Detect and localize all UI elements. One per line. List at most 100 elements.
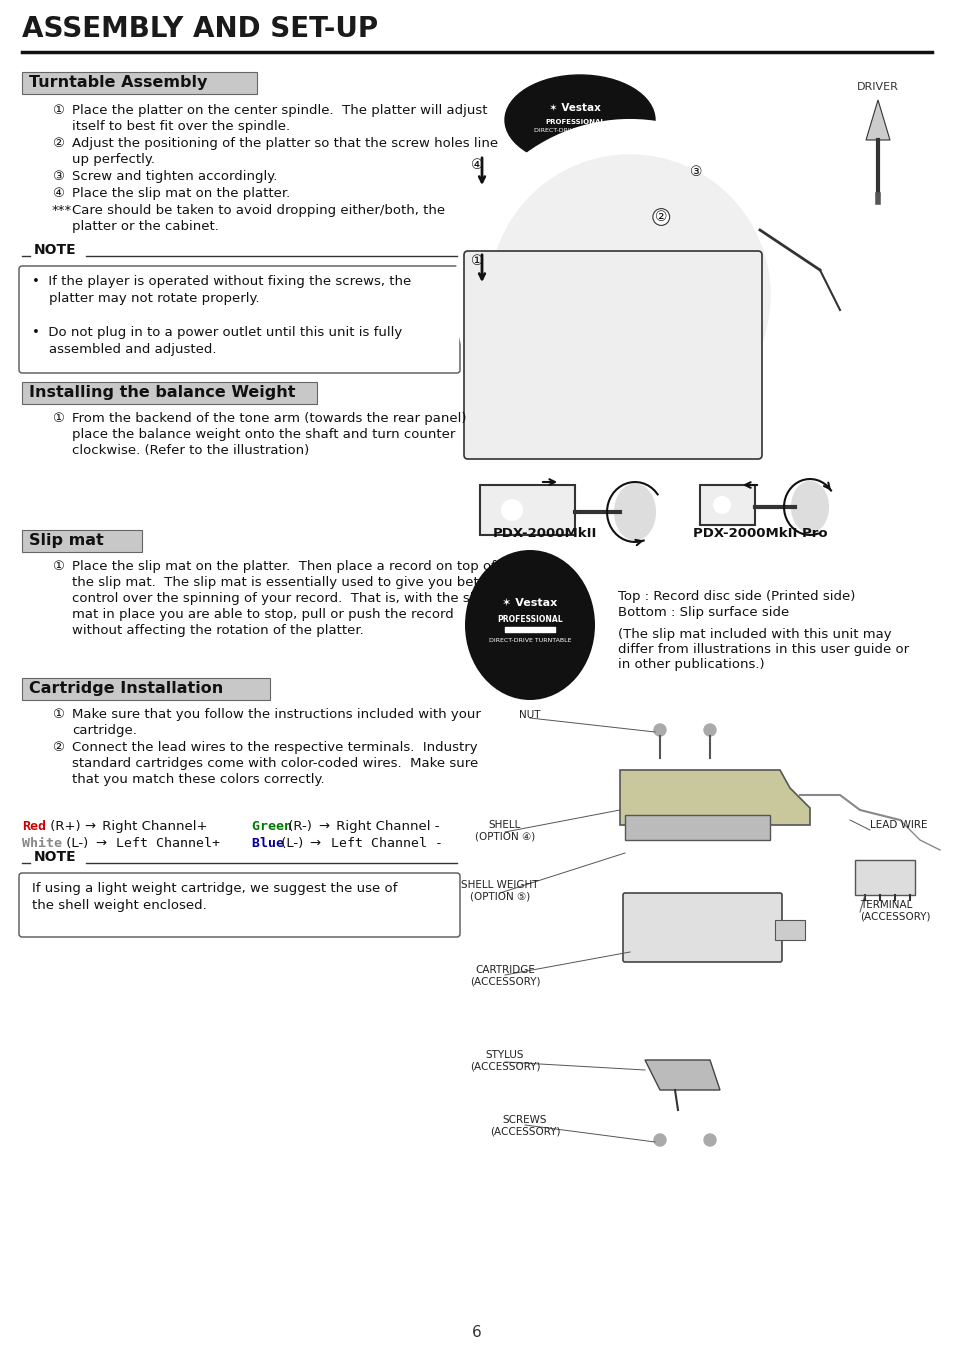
- Text: CARTRIDGE
(ACCESSORY): CARTRIDGE (ACCESSORY): [469, 965, 539, 986]
- Text: Slip mat: Slip mat: [29, 532, 104, 547]
- Text: standard cartridges come with color-coded wires.  Make sure: standard cartridges come with color-code…: [71, 757, 477, 770]
- Circle shape: [455, 120, 804, 470]
- Text: (L-): (L-): [276, 838, 303, 850]
- Ellipse shape: [464, 550, 595, 700]
- Text: ①: ①: [52, 708, 64, 721]
- Text: ②: ②: [52, 740, 64, 754]
- Circle shape: [654, 724, 665, 736]
- Text: 6: 6: [472, 1325, 481, 1340]
- Text: Green: Green: [235, 820, 292, 834]
- Text: →: →: [95, 838, 106, 850]
- Circle shape: [703, 724, 716, 736]
- Text: →: →: [317, 820, 329, 834]
- Text: ①: ①: [52, 412, 64, 426]
- Text: ***: ***: [52, 204, 72, 218]
- Text: (L-): (L-): [62, 838, 89, 850]
- Text: ✶ Vestax: ✶ Vestax: [549, 103, 600, 113]
- Text: SCREWS
(ACCESSORY): SCREWS (ACCESSORY): [489, 1115, 559, 1136]
- Text: ①: ①: [52, 104, 64, 118]
- Text: Connect the lead wires to the respective terminals.  Industry: Connect the lead wires to the respective…: [71, 740, 477, 754]
- Text: White: White: [22, 838, 62, 850]
- Text: Top : Record disc side (Printed side): Top : Record disc side (Printed side): [618, 590, 855, 603]
- Circle shape: [501, 500, 521, 520]
- Text: place the balance weight onto the shaft and turn counter: place the balance weight onto the shaft …: [71, 428, 455, 440]
- Text: Red: Red: [22, 820, 46, 834]
- Circle shape: [703, 1133, 716, 1146]
- Text: mat in place you are able to stop, pull or push the record: mat in place you are able to stop, pull …: [71, 608, 454, 621]
- Text: Right Channel -: Right Channel -: [332, 820, 439, 834]
- FancyBboxPatch shape: [624, 815, 769, 840]
- FancyBboxPatch shape: [854, 861, 914, 894]
- FancyBboxPatch shape: [22, 382, 316, 404]
- Text: (The slip mat included with this unit may
differ from illustrations in this user: (The slip mat included with this unit ma…: [618, 628, 908, 671]
- Text: Turntable Assembly: Turntable Assembly: [29, 74, 207, 89]
- Text: control over the spinning of your record.  That is, with the slip: control over the spinning of your record…: [71, 592, 485, 605]
- Polygon shape: [619, 770, 809, 825]
- Text: that you match these colors correctly.: that you match these colors correctly.: [71, 773, 324, 786]
- Polygon shape: [865, 100, 889, 141]
- Text: Cartridge Installation: Cartridge Installation: [29, 681, 223, 696]
- Text: PROFESSIONAL: PROFESSIONAL: [544, 119, 604, 126]
- Text: STYLUS
(ACCESSORY): STYLUS (ACCESSORY): [469, 1050, 539, 1071]
- Text: platter may not rotate properly.: platter may not rotate properly.: [32, 292, 259, 305]
- Text: (R-): (R-): [284, 820, 312, 834]
- Circle shape: [621, 286, 638, 303]
- Text: cartridge.: cartridge.: [71, 724, 136, 738]
- Ellipse shape: [504, 76, 655, 165]
- Text: the slip mat.  The slip mat is essentially used to give you better: the slip mat. The slip mat is essentiall…: [71, 576, 497, 589]
- Text: itself to best fit over the spindle.: itself to best fit over the spindle.: [71, 120, 290, 132]
- Circle shape: [815, 82, 939, 207]
- Text: PDX-2000MkII: PDX-2000MkII: [493, 527, 597, 540]
- Text: ②: ②: [655, 209, 667, 224]
- Text: →: →: [84, 820, 95, 834]
- Ellipse shape: [791, 482, 827, 532]
- Text: ④: ④: [471, 158, 483, 172]
- Text: Place the slip mat on the platter.: Place the slip mat on the platter.: [71, 186, 290, 200]
- Text: up perfectly.: up perfectly.: [71, 153, 154, 166]
- Text: Make sure that you follow the instructions included with your: Make sure that you follow the instructio…: [71, 708, 480, 721]
- Text: NOTE: NOTE: [34, 243, 76, 257]
- Circle shape: [654, 1133, 665, 1146]
- Text: If using a light weight cartridge, we suggest the use of: If using a light weight cartridge, we su…: [32, 882, 397, 894]
- FancyBboxPatch shape: [700, 485, 754, 526]
- Text: Place the slip mat on the platter.  Then place a record on top of: Place the slip mat on the platter. Then …: [71, 561, 496, 573]
- Text: platter or the cabinet.: platter or the cabinet.: [71, 220, 218, 232]
- FancyBboxPatch shape: [22, 72, 256, 95]
- Text: Installing the balance Weight: Installing the balance Weight: [29, 385, 295, 400]
- Text: NUT: NUT: [518, 711, 540, 720]
- Text: ①: ①: [471, 254, 483, 267]
- Text: From the backend of the tone arm (towards the rear panel): From the backend of the tone arm (toward…: [71, 412, 466, 426]
- FancyBboxPatch shape: [479, 485, 575, 535]
- Text: •  If the player is operated without fixing the screws, the: • If the player is operated without fixi…: [32, 276, 411, 288]
- Text: DRIVER: DRIVER: [856, 82, 898, 92]
- Text: Screw and tighten accordingly.: Screw and tighten accordingly.: [71, 170, 277, 182]
- Text: SHELL WEIGHT
(OPTION ⑤): SHELL WEIGHT (OPTION ⑤): [460, 880, 538, 901]
- FancyBboxPatch shape: [19, 873, 459, 938]
- FancyBboxPatch shape: [22, 678, 270, 700]
- Text: Right Channel+: Right Channel+: [98, 820, 208, 834]
- Text: PDX-2000MkII Pro: PDX-2000MkII Pro: [692, 527, 826, 540]
- Text: ASSEMBLY AND SET-UP: ASSEMBLY AND SET-UP: [22, 15, 377, 43]
- Text: the shell weight enclosed.: the shell weight enclosed.: [32, 898, 207, 912]
- FancyBboxPatch shape: [19, 266, 459, 373]
- Text: ②: ②: [52, 136, 64, 150]
- Text: ④: ④: [52, 186, 64, 200]
- Text: TERMINAL
(ACCESSORY): TERMINAL (ACCESSORY): [859, 900, 929, 921]
- Text: ③: ③: [689, 165, 701, 178]
- Text: Bottom : Slip surface side: Bottom : Slip surface side: [618, 607, 788, 619]
- Text: Left Channel+: Left Channel+: [108, 838, 220, 850]
- Text: NOTE: NOTE: [34, 850, 76, 865]
- Polygon shape: [644, 1061, 720, 1090]
- Text: without affecting the rotation of the platter.: without affecting the rotation of the pl…: [71, 624, 363, 638]
- Text: (R+): (R+): [46, 820, 81, 834]
- Text: •  Do not plug in to a power outlet until this unit is fully: • Do not plug in to a power outlet until…: [32, 326, 402, 339]
- Text: Care should be taken to avoid dropping either/both, the: Care should be taken to avoid dropping e…: [71, 204, 445, 218]
- Text: Adjust the positioning of the platter so that the screw holes line: Adjust the positioning of the platter so…: [71, 136, 497, 150]
- Text: DIRECT-DRIVE TURNTABLE: DIRECT-DRIVE TURNTABLE: [533, 127, 616, 132]
- Circle shape: [490, 155, 769, 435]
- Text: LEAD WIRE: LEAD WIRE: [869, 820, 926, 830]
- Text: PROFESSIONAL: PROFESSIONAL: [497, 616, 562, 624]
- Text: assembled and adjusted.: assembled and adjusted.: [32, 343, 216, 357]
- Text: Place the platter on the center spindle.  The platter will adjust: Place the platter on the center spindle.…: [71, 104, 487, 118]
- Text: ✶ Vestax: ✶ Vestax: [502, 598, 558, 608]
